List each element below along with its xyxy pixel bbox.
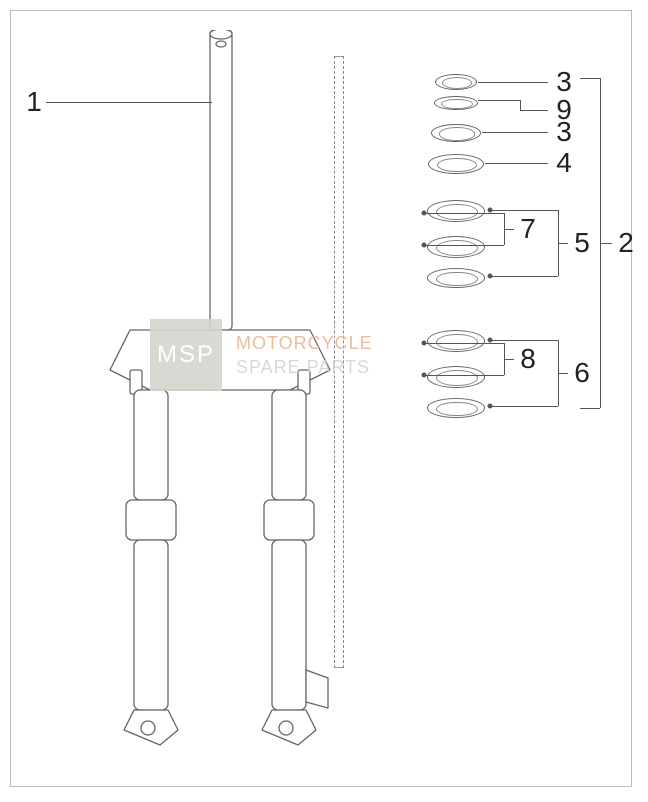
leader-2m [600, 243, 612, 244]
leader-5c [558, 243, 568, 244]
callout-8: 8 [516, 343, 540, 375]
watermark-text: MOTORCYCLE SPARE PARTS [236, 331, 373, 380]
leader-9c [520, 110, 548, 111]
leader-7c [504, 229, 514, 230]
callout-1: 1 [22, 86, 46, 118]
ring-lower-race [427, 398, 485, 418]
leader-9b [520, 100, 521, 110]
callout-4: 4 [552, 147, 576, 179]
callout-2: 2 [614, 227, 638, 259]
ring-upper-race-a [431, 124, 481, 142]
callout-6: 6 [570, 357, 594, 389]
leader-3a [478, 82, 548, 83]
leader-3b [482, 132, 548, 133]
ring-ub-b [427, 236, 485, 258]
watermark-line2: SPARE PARTS [236, 355, 373, 379]
callout-3b: 3 [552, 116, 576, 148]
ring-top-cap [435, 74, 477, 90]
leader-9a [478, 100, 520, 101]
ring-dust-seal [428, 154, 484, 174]
ring-upper-race-b [427, 268, 485, 288]
watermark-line1: MOTORCYCLE [236, 331, 373, 355]
leader-4 [485, 163, 548, 164]
watermark-badge: MSP [150, 319, 222, 391]
leader-2t [580, 78, 600, 79]
leader-5a [490, 210, 558, 211]
diagram-canvas: 1 3 9 3 4 7 5 8 6 2 MSP [0, 0, 648, 802]
leader-7a [424, 213, 504, 214]
leader-5b [490, 276, 558, 277]
callout-5: 5 [570, 227, 594, 259]
callout-7: 7 [516, 213, 540, 245]
leader-6b [490, 406, 558, 407]
leader-1 [46, 102, 212, 103]
leader-6c [558, 373, 568, 374]
ring-ub-a [427, 200, 485, 222]
ring-lock [434, 96, 478, 110]
watermark: MSP MOTORCYCLE SPARE PARTS [150, 310, 510, 400]
leader-2b [580, 408, 600, 409]
leader-7b [424, 245, 504, 246]
